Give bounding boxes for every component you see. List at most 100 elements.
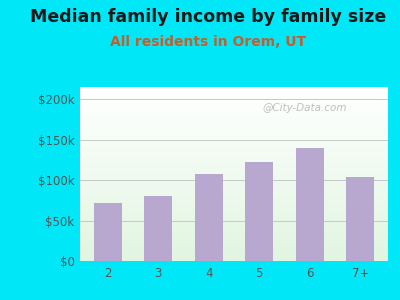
Bar [80,150,388,152]
Bar [80,218,388,219]
Bar [80,249,388,250]
Bar [80,106,388,108]
Bar [80,235,388,237]
Bar [80,152,388,153]
Bar [80,198,388,200]
Bar [80,230,388,231]
Bar [80,195,388,196]
Bar [80,193,388,195]
Bar [144,196,172,261]
Bar [80,178,388,179]
Bar [80,89,388,91]
Bar [80,237,388,239]
Bar [80,188,388,190]
Bar [80,155,388,157]
Bar [80,209,388,211]
Bar [245,162,273,261]
Bar [80,186,388,188]
Bar [80,137,388,139]
Bar [80,113,388,115]
Bar [80,183,388,184]
Bar [80,139,388,141]
Bar [80,242,388,244]
Bar [346,177,374,261]
Bar [80,224,388,226]
Bar [80,101,388,103]
Bar [80,136,388,137]
Bar [296,148,324,261]
Bar [80,111,388,113]
Bar [80,190,388,191]
Bar [80,92,388,94]
Bar [80,247,388,249]
Bar [80,96,388,98]
Text: Median family income by family size: Median family income by family size [30,8,386,26]
Bar [80,125,388,127]
Bar [80,184,388,186]
Bar [80,181,388,183]
Bar [80,94,388,96]
Bar [80,170,388,172]
Bar [80,174,388,176]
Bar [80,204,388,205]
Bar [80,122,388,124]
Bar [80,129,388,130]
Bar [80,153,388,155]
Bar [80,196,388,198]
Bar [80,256,388,257]
Bar [80,228,388,230]
Bar [80,233,388,235]
Bar [80,99,388,101]
Bar [80,200,388,202]
Bar [80,216,388,218]
Bar [80,226,388,228]
Bar [80,191,388,193]
Bar [80,245,388,247]
Bar [80,132,388,134]
Bar [80,141,388,143]
Bar [80,130,388,132]
Bar [80,252,388,254]
Bar [80,127,388,129]
Bar [80,212,388,214]
Bar [80,244,388,245]
Bar [80,214,388,216]
Bar [80,205,388,207]
Bar [80,254,388,256]
Bar [80,169,388,170]
Bar [80,240,388,242]
Bar [80,172,388,174]
Bar [80,91,388,92]
Bar [80,124,388,125]
Bar [80,108,388,110]
Bar [80,207,388,209]
Text: @City-Data.com: @City-Data.com [262,103,347,113]
Bar [80,160,388,162]
Bar [80,164,388,165]
Bar [80,202,388,204]
Bar [80,120,388,122]
Bar [80,98,388,99]
Bar [80,115,388,117]
Bar [80,134,388,136]
Bar [80,118,388,120]
Bar [80,162,388,164]
Bar [80,167,388,169]
Bar [80,221,388,223]
Bar [80,250,388,252]
Bar [80,103,388,104]
Bar [80,257,388,259]
Bar [80,110,388,111]
Bar [80,87,388,89]
Bar [80,219,388,221]
Bar [80,148,388,150]
Bar [80,211,388,212]
Text: All residents in Orem, UT: All residents in Orem, UT [110,34,306,49]
Bar [94,203,122,261]
Bar [80,165,388,167]
Bar [80,144,388,146]
Bar [80,179,388,181]
Bar [80,223,388,224]
Bar [80,238,388,240]
Bar [80,158,388,160]
